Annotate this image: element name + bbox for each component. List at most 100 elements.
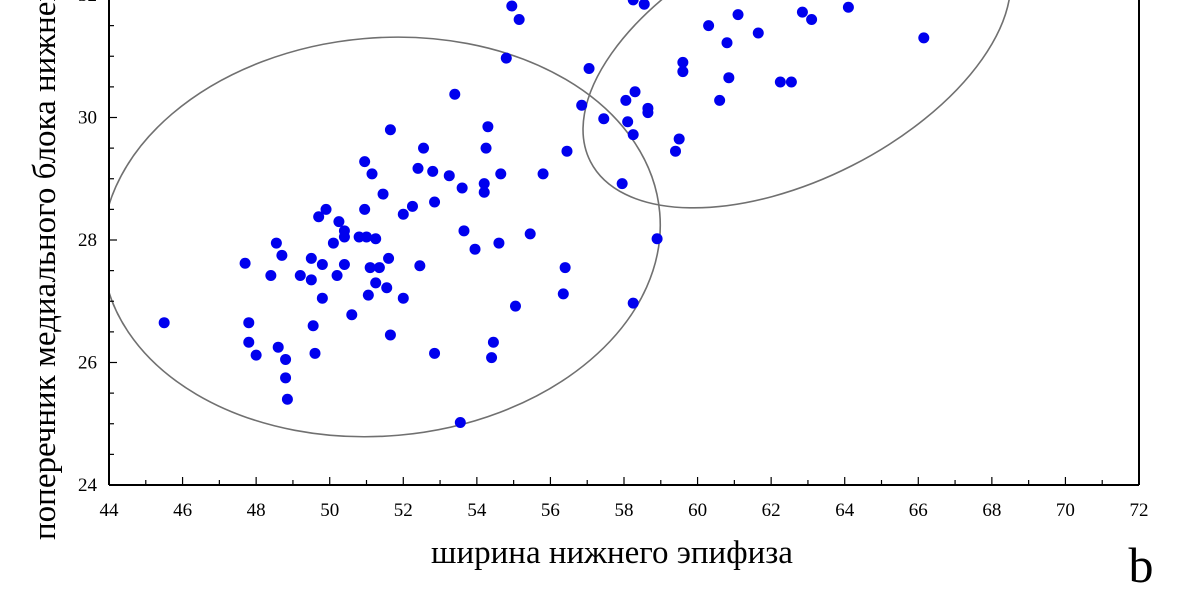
x-axis-ticks: 44 46 48 50 52 54 56 58 60 62 64 66 68 70 72	[100, 477, 1149, 521]
x-tick-label: 50	[320, 500, 339, 521]
plot-frame	[108, 0, 1140, 486]
data-point	[796, 6, 808, 18]
data-point	[723, 72, 735, 84]
data-point	[276, 249, 288, 261]
x-tick-label: 48	[247, 500, 266, 521]
data-point	[309, 347, 321, 359]
y-tick-label: 26	[78, 353, 97, 374]
data-point	[243, 336, 255, 348]
y-tick-label: 30	[78, 108, 97, 129]
data-point	[429, 347, 441, 359]
x-tick-label: 54	[467, 500, 487, 521]
data-point	[239, 257, 251, 269]
x-tick-label: 62	[762, 500, 781, 521]
data-point	[280, 372, 292, 384]
data-point	[333, 216, 345, 228]
data-point	[642, 107, 654, 119]
data-point	[406, 200, 418, 212]
x-tick-label: 60	[688, 500, 707, 521]
data-point	[250, 349, 262, 361]
data-point	[265, 270, 277, 282]
data-point	[313, 211, 325, 223]
data-point	[627, 0, 639, 6]
y-axis-ticks: 24 26 28 30 32	[78, 0, 117, 496]
data-point	[509, 300, 521, 312]
data-point	[383, 252, 395, 264]
data-point	[482, 121, 494, 133]
data-point	[480, 142, 492, 154]
x-tick-label: 56	[541, 500, 560, 521]
data-point	[506, 0, 518, 12]
data-point	[359, 203, 371, 215]
data-point	[384, 329, 396, 341]
data-point	[732, 9, 744, 21]
data-point	[478, 186, 490, 198]
data-point	[316, 259, 328, 270]
data-point	[272, 341, 284, 353]
data-point	[307, 320, 319, 332]
data-point	[427, 165, 439, 177]
data-point	[327, 237, 339, 249]
data-point	[627, 129, 639, 141]
y-tick-label: 24	[78, 475, 98, 496]
data-point	[316, 292, 328, 304]
data-point	[305, 274, 317, 286]
data-points	[158, 0, 930, 429]
data-point	[785, 76, 797, 88]
data-point	[397, 208, 409, 220]
y-tick-label: 28	[78, 230, 97, 251]
data-point	[243, 317, 255, 329]
data-point	[629, 86, 641, 98]
data-point	[280, 353, 292, 365]
data-point	[281, 393, 293, 405]
data-point	[721, 37, 733, 49]
x-tick-label: 64	[835, 500, 855, 521]
data-point	[638, 0, 650, 10]
data-point	[557, 288, 569, 300]
x-axis-title: ширина нижнего эпифиза	[431, 535, 793, 571]
data-point	[918, 32, 930, 44]
data-point	[366, 168, 378, 180]
data-point	[429, 196, 441, 208]
data-point	[373, 262, 385, 274]
data-point	[412, 162, 424, 174]
data-point	[670, 145, 681, 157]
x-tick-label: 46	[173, 500, 192, 521]
data-point	[377, 188, 389, 200]
data-point	[338, 225, 350, 237]
data-point	[486, 352, 498, 364]
data-point	[331, 270, 343, 282]
data-point	[537, 168, 549, 180]
data-point	[338, 259, 350, 270]
data-point	[294, 270, 306, 282]
x-tick-label: 52	[394, 500, 413, 521]
data-point	[559, 262, 571, 274]
data-point	[651, 233, 663, 245]
data-point	[487, 336, 499, 348]
data-point	[305, 252, 317, 264]
data-point	[418, 142, 430, 154]
data-point	[449, 88, 461, 100]
data-point	[359, 156, 371, 168]
data-point	[583, 63, 595, 74]
data-point	[346, 309, 358, 321]
data-point	[478, 178, 490, 190]
data-point	[443, 170, 455, 182]
data-point	[703, 20, 715, 32]
data-point	[495, 168, 507, 180]
data-point	[370, 277, 382, 289]
data-point	[270, 237, 282, 249]
data-point	[677, 66, 689, 78]
data-point	[524, 228, 536, 240]
cluster-ellipse-1	[109, 36, 662, 438]
data-point	[677, 56, 689, 68]
cluster-ellipses	[109, 0, 1012, 438]
data-point	[384, 124, 396, 136]
data-point	[158, 317, 170, 329]
data-point	[381, 282, 393, 294]
data-point	[456, 182, 468, 194]
data-point	[842, 1, 854, 13]
x-tick-label: 68	[982, 500, 1001, 521]
data-point	[361, 231, 372, 243]
